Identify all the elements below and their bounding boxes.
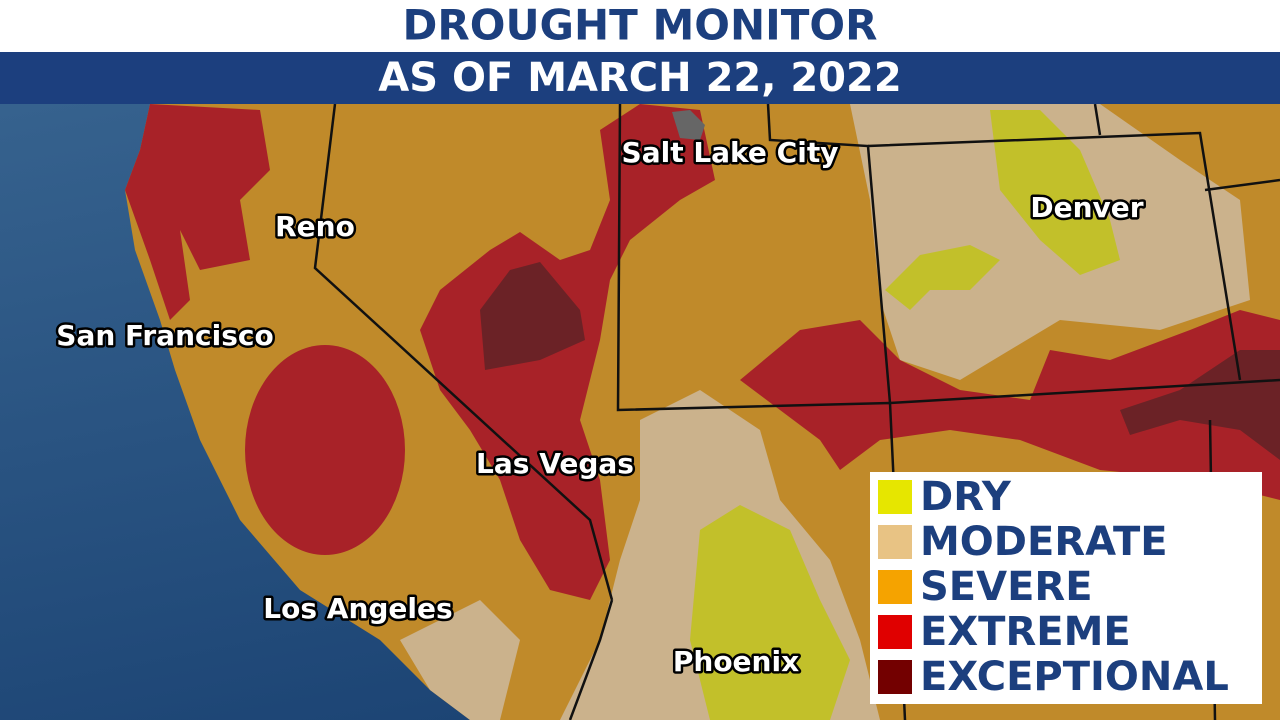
state-border — [867, 131, 1280, 405]
city-label: Denver — [1030, 191, 1143, 224]
state-border — [568, 599, 614, 720]
city-label: San Francisco — [56, 319, 273, 352]
state-border — [313, 103, 614, 601]
extreme-area — [245, 345, 405, 555]
legend-label: EXCEPTIONAL — [920, 654, 1229, 700]
legend-swatch — [878, 615, 912, 649]
legend-swatch — [878, 660, 912, 694]
legend-label: SEVERE — [920, 564, 1093, 610]
city-label: Las Vegas — [476, 447, 634, 480]
dry-area — [690, 505, 850, 720]
city-label: Los Angeles — [263, 592, 452, 625]
exceptional-area — [480, 262, 585, 370]
title-bar — [0, 0, 1280, 52]
extreme-area — [125, 104, 270, 320]
subtitle: AS OF MARCH 22, 2022 — [378, 55, 901, 101]
legend-box — [870, 472, 1262, 704]
dry-area — [990, 110, 1120, 275]
great-salt-lake — [672, 110, 705, 140]
legend-label: DRY — [920, 474, 1012, 520]
extreme-area — [420, 104, 715, 600]
legend-label: MODERATE — [920, 519, 1168, 565]
moderate-area — [400, 600, 520, 720]
legend-label: EXTREME — [920, 609, 1131, 655]
state-border — [766, 103, 892, 404]
legend-swatch — [878, 570, 912, 604]
extreme-area — [740, 310, 1280, 500]
subtitle-bar — [0, 52, 1280, 104]
dry-area — [885, 245, 1000, 310]
city-label: Reno — [275, 210, 355, 243]
city-label: Phoenix — [673, 645, 799, 678]
legend-swatch — [878, 525, 912, 559]
title: DROUGHT MONITOR — [403, 1, 878, 50]
city-label: Salt Lake City — [622, 136, 839, 169]
legend-swatch — [878, 480, 912, 514]
